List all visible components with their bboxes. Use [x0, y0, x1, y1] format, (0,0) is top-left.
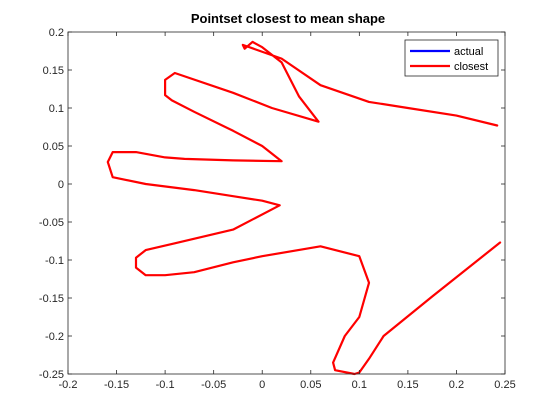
- x-tick-label: -0.05: [201, 379, 226, 391]
- axes-box: [67, 31, 506, 375]
- y-tick-label: -0.15: [39, 293, 64, 305]
- y-tick-label: -0.05: [39, 217, 64, 229]
- x-tick-label: 0.2: [449, 379, 464, 391]
- x-tick-label: 0.05: [300, 379, 321, 391]
- y-tick-label: 0.15: [43, 65, 64, 77]
- series-layer: [106, 40, 502, 376]
- legend: actual closest: [404, 39, 499, 77]
- y-tick-label: -0.2: [45, 331, 64, 343]
- x-tick-label: 0.25: [494, 379, 515, 391]
- legend-box: [404, 39, 499, 77]
- plot-area: [68, 32, 505, 374]
- legend-label-closest: closest: [454, 61, 488, 73]
- y-axis: -0.25 -0.2 -0.15 -0.1 -0.05 0 0.05 0.1 0.15 0.2: [39, 27, 505, 381]
- y-tick-label: -0.1: [45, 255, 64, 267]
- y-tick-label: 0.05: [43, 141, 64, 153]
- x-tick-label: 0.1: [352, 379, 367, 391]
- y-tick-label: 0.1: [49, 103, 64, 115]
- x-tick-label: -0.15: [104, 379, 129, 391]
- y-tick-label: 0.2: [49, 27, 64, 39]
- x-tick-label: 0: [259, 379, 265, 391]
- chart-title: Pointset closest to mean shape: [191, 11, 385, 26]
- y-tick-label: -0.25: [39, 369, 64, 381]
- series-line-closest: [106, 40, 502, 376]
- x-tick-label: -0.1: [156, 379, 175, 391]
- x-tick-label: -0.2: [59, 379, 78, 391]
- x-axis: -0.2 -0.15 -0.1 -0.05 0 0.05 0.1 0.15 0.2 0.25: [59, 32, 516, 391]
- y-tick-label: 0: [58, 179, 64, 191]
- legend-label-actual: actual: [454, 46, 483, 58]
- x-tick-label: 0.15: [397, 379, 418, 391]
